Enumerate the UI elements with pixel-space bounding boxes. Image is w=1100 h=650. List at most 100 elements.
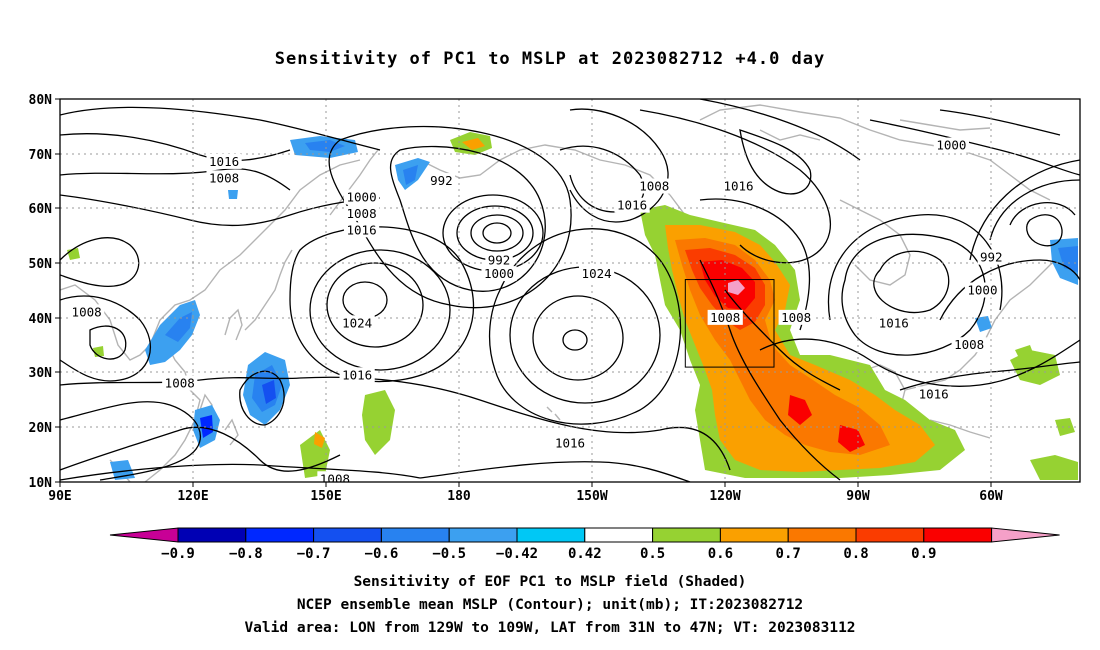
contour-label-bg [206, 170, 242, 186]
contour-label-bg [579, 266, 615, 282]
valid-area-box [684, 279, 775, 368]
contour-label: 1016 [555, 436, 585, 451]
lat-tick-label: 30N [29, 366, 53, 381]
contour-label-bg [876, 315, 912, 331]
contour-label: 1000 [347, 189, 377, 204]
colorbar-segment [448, 527, 518, 543]
graticule [60, 99, 1080, 482]
caption-contour: NCEP ensemble mean MSLP (Contour); unit(… [296, 597, 804, 613]
positive-region [1015, 345, 1035, 360]
negative-region [165, 312, 192, 342]
colorbar-segment [787, 527, 857, 543]
lon-tick-label: 120W [709, 489, 740, 504]
negative-region [305, 140, 345, 152]
map-title: Sensitivity of PC1 to MSLP at 2023082712… [274, 49, 826, 69]
negative-region [262, 380, 276, 404]
lon-tick-label: 150W [576, 489, 607, 504]
colorbar-segment [923, 527, 993, 543]
contour-label-bg [343, 189, 380, 205]
lat-tick-label: 60N [29, 202, 53, 217]
contour-label-bg [951, 337, 987, 353]
contour-label-bg [69, 304, 105, 320]
contour-label: 1016 [209, 154, 239, 169]
colorbar-label: 0.8 [843, 546, 868, 562]
lat-tick-label: 80N [29, 93, 53, 108]
contour-label-bg [964, 282, 1001, 298]
colorbar-label: −0.9 [161, 546, 195, 562]
colorbar-high-triangle [991, 527, 1060, 543]
contour-label: 1000 [936, 138, 966, 153]
colorbar-label: −0.42 [496, 546, 538, 562]
contour-label: 1000 [967, 283, 997, 298]
lat-tick-label: 70N [29, 148, 53, 163]
colorbar-segment [313, 527, 382, 543]
colorbar-label: −0.8 [229, 546, 263, 562]
positive-region [700, 260, 755, 310]
lon-axis: 90E 120E 150E 180 150W 120W 90W 60W [48, 482, 1003, 504]
positive-region [462, 138, 485, 150]
contour-label-bg [778, 309, 814, 325]
contour-label: 992 [980, 250, 1003, 265]
negative-region [403, 165, 418, 185]
lon-tick-label: 90E [48, 489, 71, 504]
contour-label-bg [481, 266, 517, 282]
colorbar: −0.9 −0.8 −0.7 −0.6 −0.5 −0.42 0.42 0.5 0.6 0.7 0.… [109, 527, 1060, 562]
contour-label: 1008 [639, 179, 669, 194]
colorbar-label: −0.5 [432, 546, 466, 562]
colorbar-segment [855, 527, 925, 543]
colorbar-segment [652, 527, 721, 543]
colorbar-low-triangle [109, 527, 179, 543]
positive-region [728, 280, 745, 295]
contour-label-bg [339, 367, 375, 383]
negative-region [228, 190, 238, 199]
valid-area-layer [684, 279, 775, 368]
positive-region [1055, 418, 1075, 436]
contour-label-bg [339, 315, 375, 331]
contour-label: 992 [430, 173, 453, 188]
contour-label: 1000 [484, 266, 514, 281]
negative-region [200, 415, 213, 438]
contour-label: 1016 [617, 198, 647, 213]
contour-label: 1008 [72, 304, 102, 319]
map-frame [59, 98, 1081, 483]
colorbar-segment [516, 527, 586, 543]
positive-region [314, 432, 325, 448]
contour-label-bg [343, 205, 380, 221]
contour-label: 1024 [342, 315, 372, 330]
colorbar-label: 0.6 [708, 546, 733, 562]
contour-label-bg [614, 197, 650, 213]
contour-label: 992 [488, 252, 511, 267]
contour-label: 1016 [879, 315, 909, 330]
lon-tick-label: 120E [177, 489, 208, 504]
contour-label: 1008 [165, 376, 195, 391]
positive-region [788, 395, 812, 425]
contour-label-bg [916, 386, 952, 402]
contour-label-bg [720, 178, 757, 194]
contour-label: 1008 [209, 170, 239, 185]
positive-region [838, 425, 865, 452]
contour-label: 1016 [347, 222, 377, 237]
contour-label-bg [707, 309, 743, 325]
colorbar-label: 0.42 [568, 546, 602, 562]
contour-label-bg [206, 153, 242, 169]
colorbar-label: −0.6 [365, 546, 399, 562]
colorbar-segment [584, 527, 654, 543]
caption-shading: Sensitivity of EOF PC1 to MSLP field (Sh… [353, 574, 747, 590]
contour-label-bg [977, 249, 1006, 265]
positive-region [362, 390, 395, 455]
contour-label-bg [343, 222, 380, 238]
contour-label: 1016 [342, 367, 372, 382]
contour-label-bg [162, 375, 198, 391]
caption-valid-area: Valid area: LON from 129W to 109W, LAT f… [244, 620, 856, 636]
contour-label: 1008 [347, 206, 377, 221]
contour-label-bg [485, 252, 513, 268]
lon-tick-label: 90W [846, 489, 870, 504]
sensitivity-shading [67, 132, 1078, 480]
colorbar-segment [245, 527, 315, 543]
contour-label-bg [427, 173, 456, 189]
colorbar-label: 0.5 [640, 546, 665, 562]
colorbar-label: 0.7 [776, 546, 801, 562]
contour-label-bg [636, 178, 672, 194]
